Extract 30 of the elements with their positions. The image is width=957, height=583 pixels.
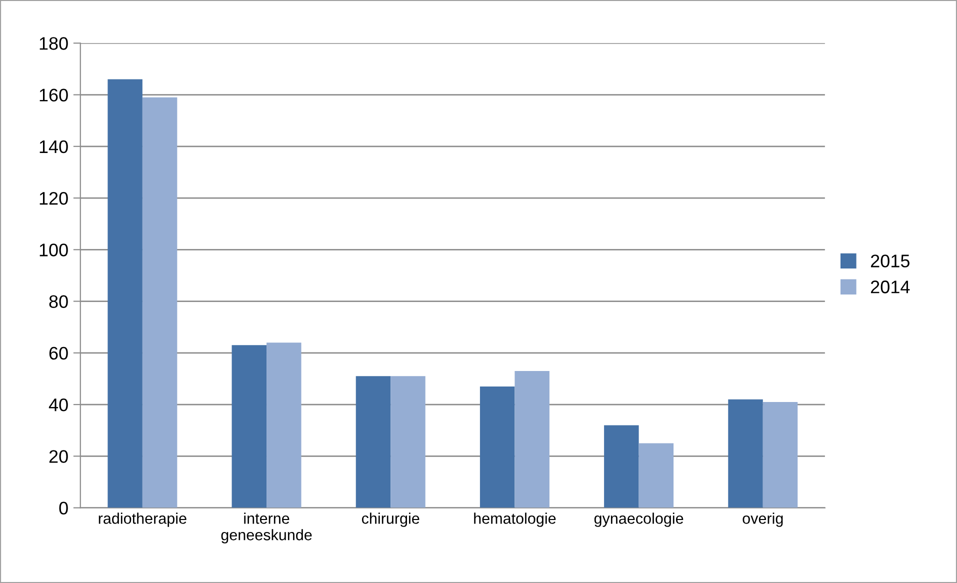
y-tick-label: 60: [49, 346, 68, 360]
legend-label: 2015: [870, 254, 910, 268]
x-tick-label: chirurgie: [362, 512, 420, 527]
bar: [142, 97, 178, 508]
y-tick-label: 120: [40, 192, 68, 205]
y-tick-label: 80: [49, 295, 68, 308]
bar: [514, 370, 550, 508]
bar: [604, 425, 639, 508]
legend-label: 2014: [870, 280, 910, 294]
y-tick-label: 140: [40, 140, 68, 154]
x-tick-label: overig: [742, 512, 783, 527]
x-tick-label: gynaecologie: [594, 512, 684, 527]
x-tick-label: hematologie: [474, 512, 556, 527]
y-tick-label: 100: [40, 244, 68, 256]
bar: [638, 443, 674, 508]
bar: [390, 376, 426, 508]
y-tick-label: 20: [49, 450, 68, 463]
bar: [108, 79, 142, 508]
x-tick-label: radiotherapie: [98, 512, 186, 527]
x-tick-label: interne geneeskunde: [221, 512, 312, 544]
y-tick-label: 0: [59, 502, 68, 515]
bar: [266, 342, 302, 508]
bar: [762, 402, 798, 508]
y-tick-label: 40: [48, 398, 68, 412]
bar: [356, 376, 391, 508]
bar: [480, 386, 515, 508]
bar: [232, 345, 267, 508]
y-tick-label: 180: [40, 37, 68, 50]
y-tick-label: 160: [40, 88, 68, 102]
bar: [728, 399, 763, 508]
